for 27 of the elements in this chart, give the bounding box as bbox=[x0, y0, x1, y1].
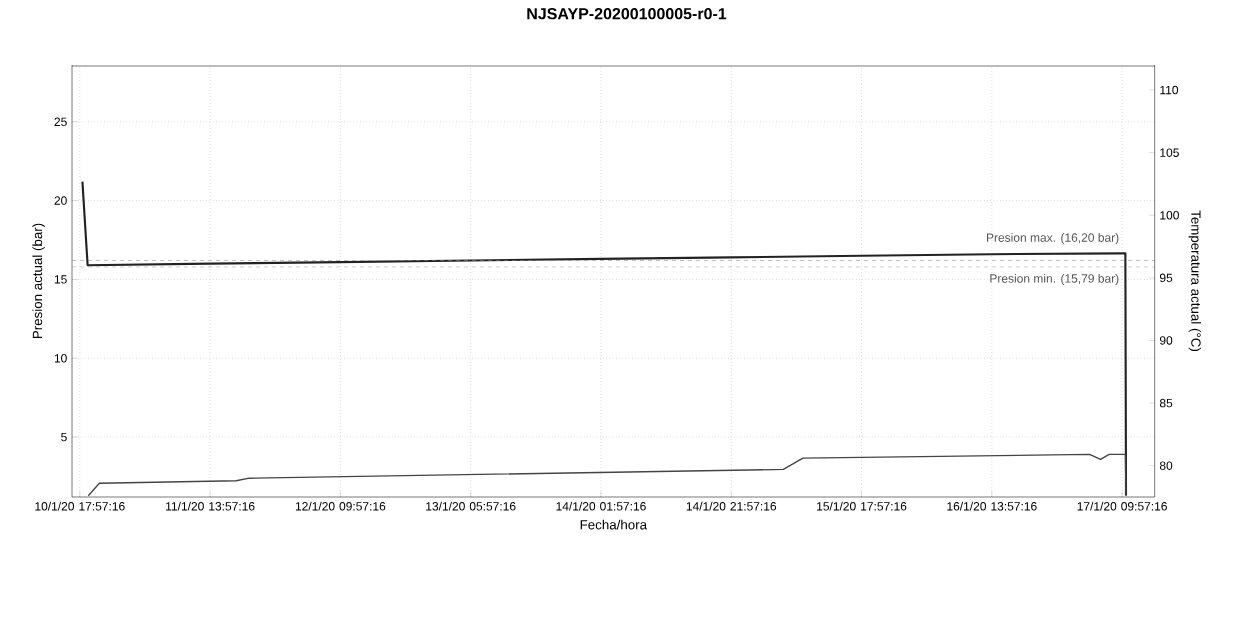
ref-line-label: Presion min. (15,79 bar) bbox=[990, 273, 1119, 286]
y-tick-label: 10 bbox=[54, 354, 67, 363]
x-tick-label: 13/1/20 05:57:16 bbox=[426, 501, 516, 511]
y2-tick-label: 80 bbox=[1159, 461, 1173, 470]
y2-axis-title: Temperatura actual (°C) bbox=[1188, 210, 1201, 351]
y-tick-label: 5 bbox=[61, 432, 67, 442]
y-axis-title: Presion actual (bar) bbox=[32, 223, 45, 339]
y-tick-label: 15 bbox=[54, 275, 67, 284]
y2-tick-label: 100 bbox=[1160, 211, 1179, 220]
chart-title: NJSAYP-20200100005-r0-1 bbox=[527, 8, 727, 20]
x-tick-label: 11/1/20 13:57:16 bbox=[166, 501, 255, 511]
y2-tick-label: 110 bbox=[1160, 85, 1179, 95]
x-axis-title: Fecha/hora bbox=[580, 519, 648, 530]
x-tick-label: 15/1/20 17:57:16 bbox=[817, 501, 907, 511]
y2-tick-label: 85 bbox=[1159, 398, 1173, 408]
x-tick-label: 12/1/20 09:57:16 bbox=[295, 501, 386, 511]
x-tick-label: 14/1/20 01:57:16 bbox=[556, 501, 646, 511]
x-tick-label: 16/1/20 13:57:16 bbox=[947, 501, 1037, 511]
y2-tick-label: 95 bbox=[1159, 273, 1173, 283]
y-tick-label: 20 bbox=[54, 196, 67, 205]
x-tick-label: 17/1/20 09:57:16 bbox=[1077, 501, 1167, 511]
x-tick-label: 10/1/20 17:57:16 bbox=[35, 501, 125, 511]
x-tick-label: 14/1/20 21:57:16 bbox=[686, 501, 777, 511]
ref-line-label: Presion max. (16,20 bar) bbox=[986, 233, 1119, 245]
y-tick-label: 25 bbox=[54, 117, 67, 127]
y2-tick-label: 90 bbox=[1159, 336, 1173, 345]
y2-tick-label: 105 bbox=[1160, 148, 1179, 157]
